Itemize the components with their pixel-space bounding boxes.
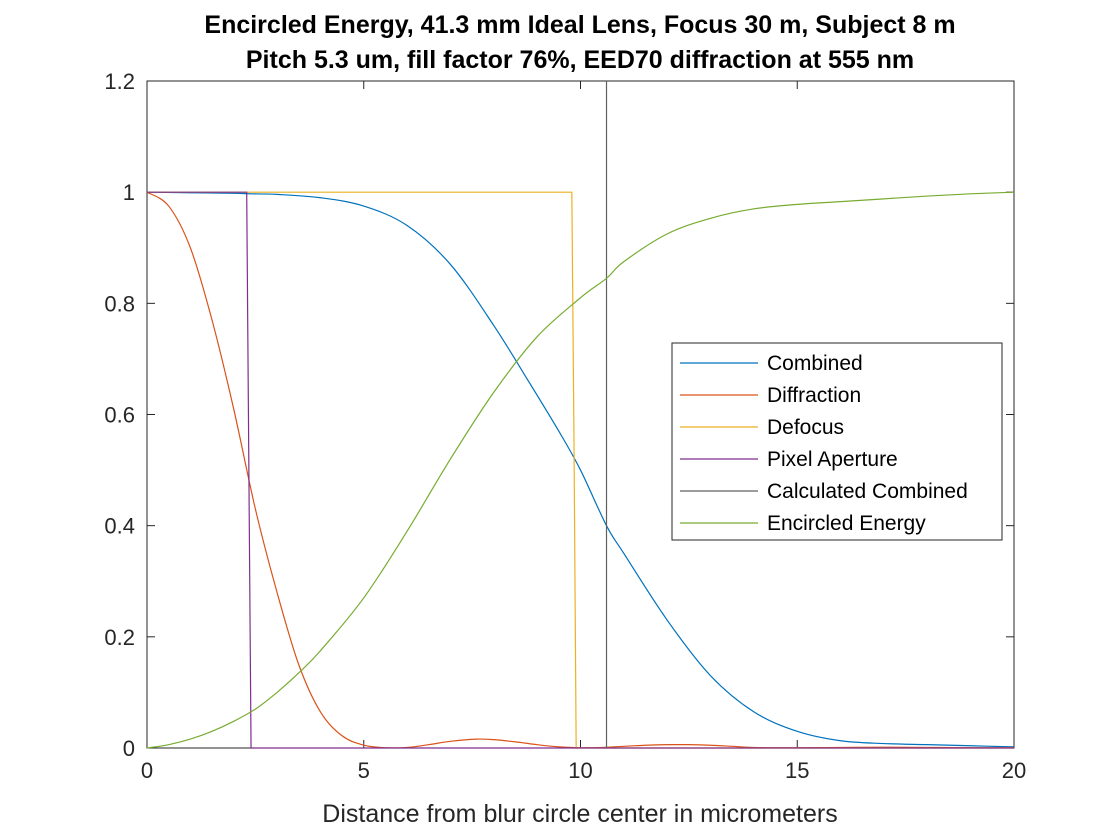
legend-label: Calculated Combined [767,480,968,503]
y-tick-label: 0.4 [104,514,135,539]
y-tick-label: 0.8 [104,291,135,316]
series-line-combined [146,191,1015,748]
legend-label: Combined [767,352,863,375]
series-line-encircled-energy [146,191,1015,749]
plot-area: 0 5 10 15 20 0 0.2 0.4 0.6 0.8 1 1.2 [104,69,1026,783]
x-tick-label: 10 [568,758,592,783]
y-tick-label: 0.6 [104,403,135,428]
chart-title-line-2: Pitch 5.3 um, fill factor 76%, EED70 dif… [246,46,914,74]
x-tick-label: 5 [358,758,370,783]
y-tick-label: 0.2 [104,625,135,650]
legend-label: Diffraction [767,384,861,407]
legend-label: Pixel Aperture [767,448,898,471]
legend-label: Defocus [767,416,844,439]
y-tick-label: 0 [123,736,135,761]
x-axis-label: Distance from blur circle center in micr… [322,800,837,828]
y-tick-label: 1.2 [104,69,135,94]
series-group [146,81,1015,749]
legend: Combined Diffraction Defocus Pixel Aperture… [671,342,1003,541]
series-line-pixel-aperture [147,191,1014,749]
chart-title-line-1: Encircled Energy, 41.3 mm Ideal Lens, Fo… [204,11,955,39]
y-tick-label: 1 [123,180,135,205]
x-tick-label: 15 [785,758,809,783]
legend-label: Encircled Energy [767,512,926,535]
x-tick-label: 0 [141,758,153,783]
x-tick-label: 20 [1002,758,1026,783]
